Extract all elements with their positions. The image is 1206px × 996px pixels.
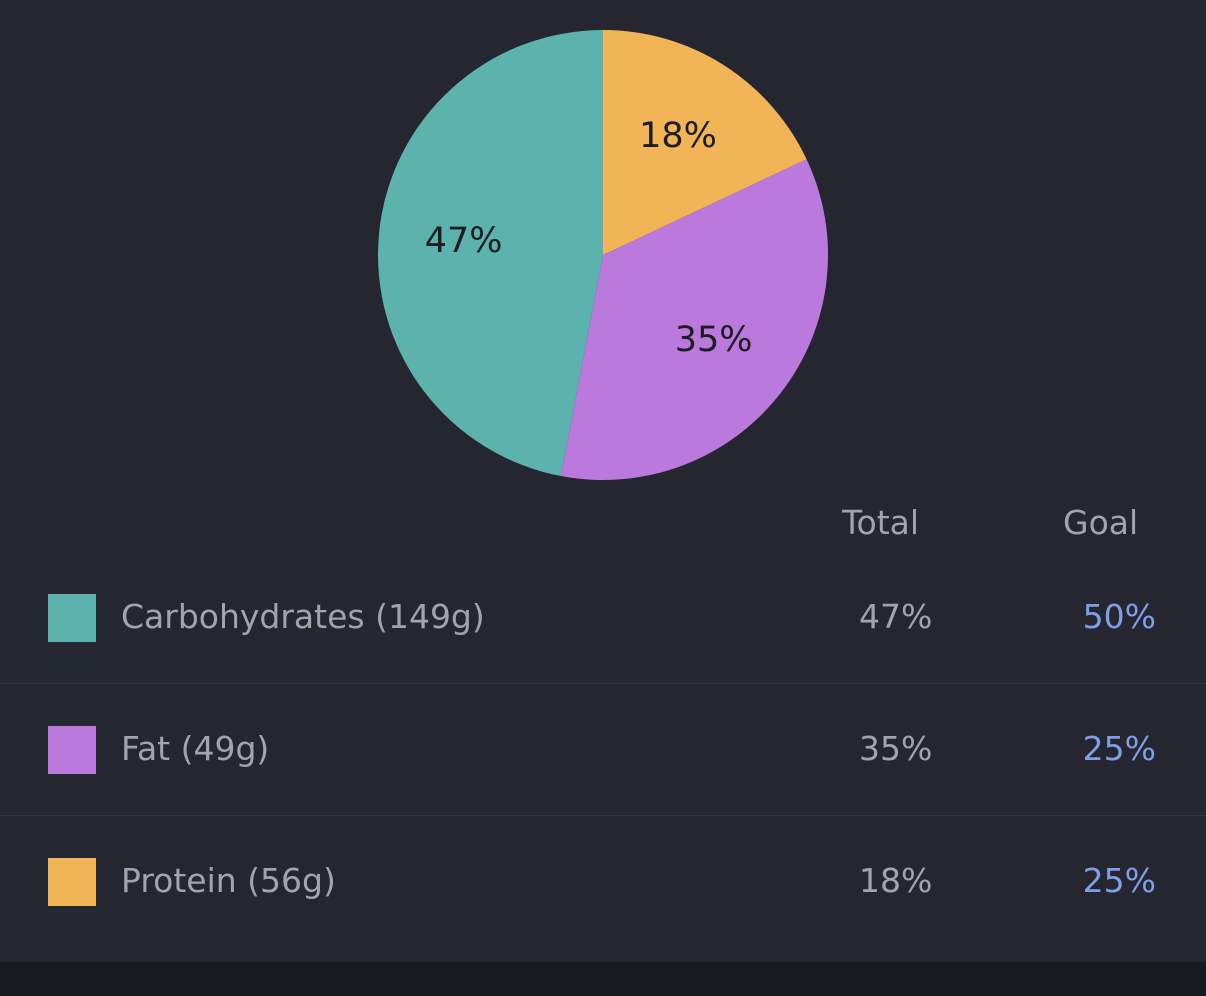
pie-slice-fat <box>560 159 828 481</box>
protein-total: 18% <box>859 861 933 900</box>
pie-label-carbohydrates: 47% <box>425 221 503 261</box>
protein-goal: 25% <box>1082 861 1156 900</box>
macro-row-carbohydrates[interactable]: Carbohydrates (149g) 47% 50% <box>0 552 1206 684</box>
row-divider <box>0 683 1206 684</box>
total-column-header: Total <box>842 503 920 542</box>
protein-label: Protein (56g) <box>121 861 336 900</box>
fat-goal: 25% <box>1082 729 1156 768</box>
carbohydrates-color-swatch <box>48 594 96 642</box>
fat-label: Fat (49g) <box>121 729 270 768</box>
pie-slice-protein <box>603 30 807 255</box>
pie-label-fat: 35% <box>675 320 753 360</box>
carbohydrates-total: 47% <box>859 597 933 636</box>
carbohydrates-label: Carbohydrates (149g) <box>121 597 485 636</box>
pie-slice-carbohydrates <box>378 30 603 477</box>
protein-color-swatch <box>48 858 96 906</box>
macro-row-fat[interactable]: Fat (49g) 35% 25% <box>0 684 1206 816</box>
carbohydrates-goal: 50% <box>1082 597 1156 636</box>
fat-color-swatch <box>48 726 96 774</box>
fat-total: 35% <box>859 729 933 768</box>
goal-column-header: Goal <box>1063 503 1139 542</box>
pie-label-protein: 18% <box>639 116 717 156</box>
macro-pie-chart: 18% 35% 47% <box>378 30 828 481</box>
macro-row-protein[interactable]: Protein (56g) 18% 25% <box>0 816 1206 948</box>
row-divider <box>0 815 1206 816</box>
bottom-bar <box>0 962 1206 996</box>
